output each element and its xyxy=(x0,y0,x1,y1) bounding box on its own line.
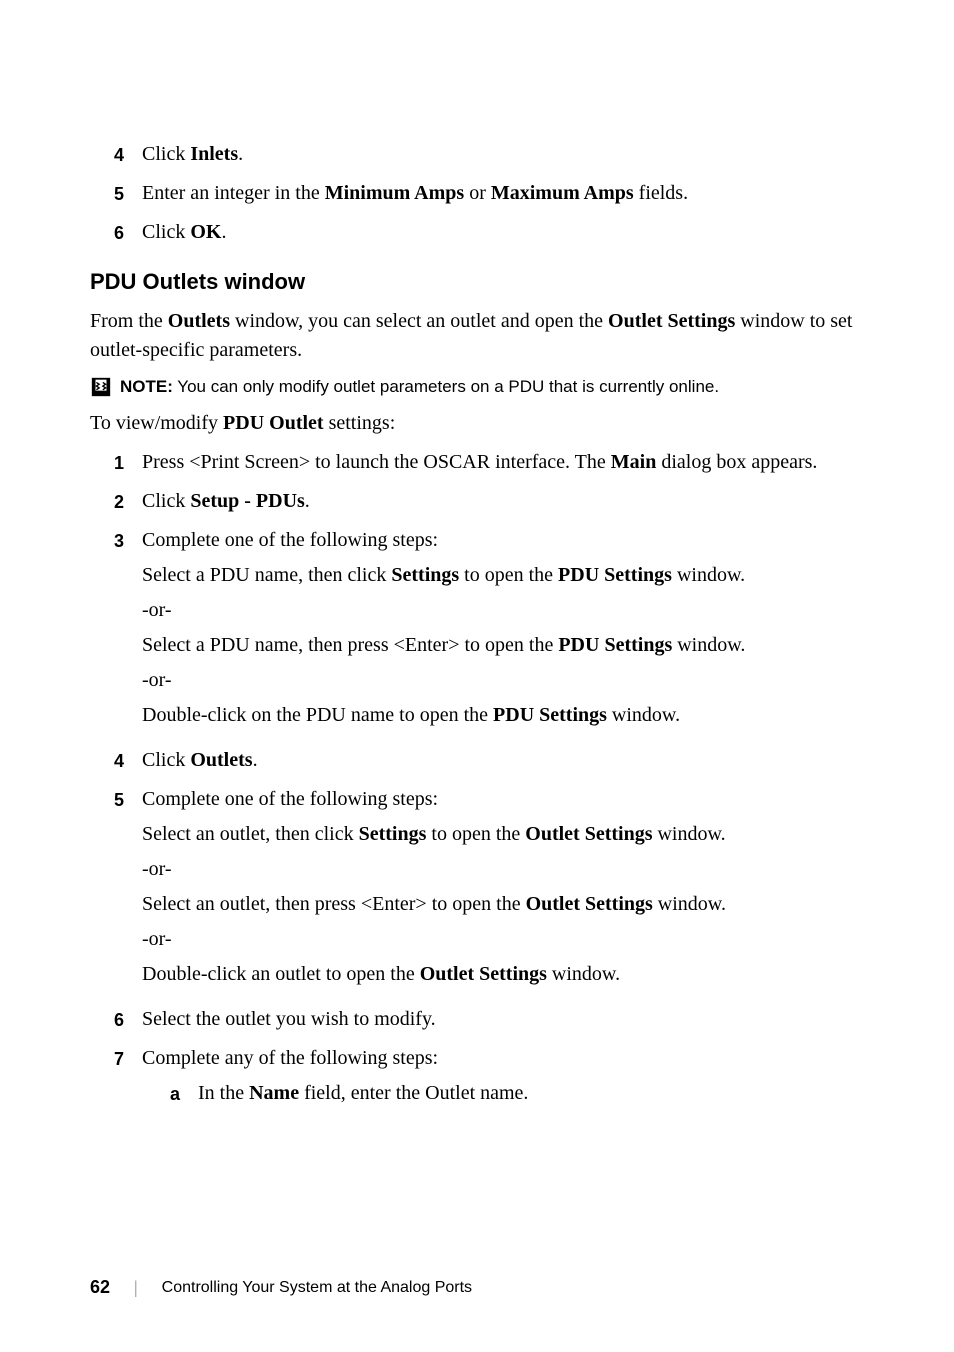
list-number: 4 xyxy=(114,140,142,169)
sub-list-item: a In the Name field, enter the Outlet na… xyxy=(170,1079,864,1108)
footer-divider: | xyxy=(134,1277,138,1298)
list-content: Complete any of the following steps: a I… xyxy=(142,1044,864,1118)
note-icon xyxy=(90,376,112,398)
top-numbered-list: 4 Click Inlets. 5 Enter an integer in th… xyxy=(114,140,864,247)
or-divider: -or- xyxy=(142,596,864,625)
list-item: 6 Select the outlet you wish to modify. xyxy=(114,1005,864,1034)
list-item: 3 Complete one of the following steps: S… xyxy=(114,526,864,736)
option-block: Select a PDU name, then click Settings t… xyxy=(142,561,864,590)
option-block: Double-click an outlet to open the Outle… xyxy=(142,960,864,989)
option-block: Select an outlet, then press <Enter> to … xyxy=(142,890,864,919)
list-content: Enter an integer in the Minimum Amps or … xyxy=(142,179,864,208)
option-block: Double-click on the PDU name to open the… xyxy=(142,701,864,730)
list-number: 2 xyxy=(114,487,142,516)
list-item: 6 Click OK. xyxy=(114,218,864,247)
list-item: 4 Click Inlets. xyxy=(114,140,864,169)
note-text: NOTE: You can only modify outlet paramet… xyxy=(120,375,719,399)
sub-content: In the Name field, enter the Outlet name… xyxy=(198,1079,528,1108)
intro2-paragraph: To view/modify PDU Outlet settings: xyxy=(90,409,864,438)
list-item: 5 Enter an integer in the Minimum Amps o… xyxy=(114,179,864,208)
option-block: Select a PDU name, then press <Enter> to… xyxy=(142,631,864,660)
list-content: Select the outlet you wish to modify. xyxy=(142,1005,864,1034)
or-divider: -or- xyxy=(142,855,864,884)
list-content: Complete one of the following steps: Sel… xyxy=(142,785,864,995)
list-item: 2 Click Setup - PDUs. xyxy=(114,487,864,516)
list-content: Click Outlets. xyxy=(142,746,864,775)
section-heading: PDU Outlets window xyxy=(90,269,864,295)
or-divider: -or- xyxy=(142,925,864,954)
sub-letter: a xyxy=(170,1079,198,1108)
list-item: 1 Press <Print Screen> to launch the OSC… xyxy=(114,448,864,477)
list-content: Click Inlets. xyxy=(142,140,864,169)
sub-letter-list: a In the Name field, enter the Outlet na… xyxy=(142,1079,864,1108)
list-content: Complete one of the following steps: Sel… xyxy=(142,526,864,736)
list-number: 5 xyxy=(114,179,142,208)
list-content: Press <Print Screen> to launch the OSCAR… xyxy=(142,448,864,477)
option-block: Select an outlet, then click Settings to… xyxy=(142,820,864,849)
list-number: 1 xyxy=(114,448,142,477)
page-footer: 62 | Controlling Your System at the Anal… xyxy=(90,1277,472,1298)
list-item: 7 Complete any of the following steps: a… xyxy=(114,1044,864,1118)
list-content: Click OK. xyxy=(142,218,864,247)
main-numbered-list: 1 Press <Print Screen> to launch the OSC… xyxy=(114,448,864,1118)
list-item: 4 Click Outlets. xyxy=(114,746,864,775)
list-item: 5 Complete one of the following steps: S… xyxy=(114,785,864,995)
list-number: 3 xyxy=(114,526,142,736)
list-content: Click Setup - PDUs. xyxy=(142,487,864,516)
list-number: 5 xyxy=(114,785,142,995)
note-block: NOTE: You can only modify outlet paramet… xyxy=(90,375,864,399)
or-divider: -or- xyxy=(142,666,864,695)
intro-paragraph: From the Outlets window, you can select … xyxy=(90,307,864,365)
chapter-title: Controlling Your System at the Analog Po… xyxy=(162,1279,472,1297)
list-number: 4 xyxy=(114,746,142,775)
list-number: 6 xyxy=(114,218,142,247)
list-number: 6 xyxy=(114,1005,142,1034)
list-number: 7 xyxy=(114,1044,142,1118)
page-number: 62 xyxy=(90,1277,110,1298)
